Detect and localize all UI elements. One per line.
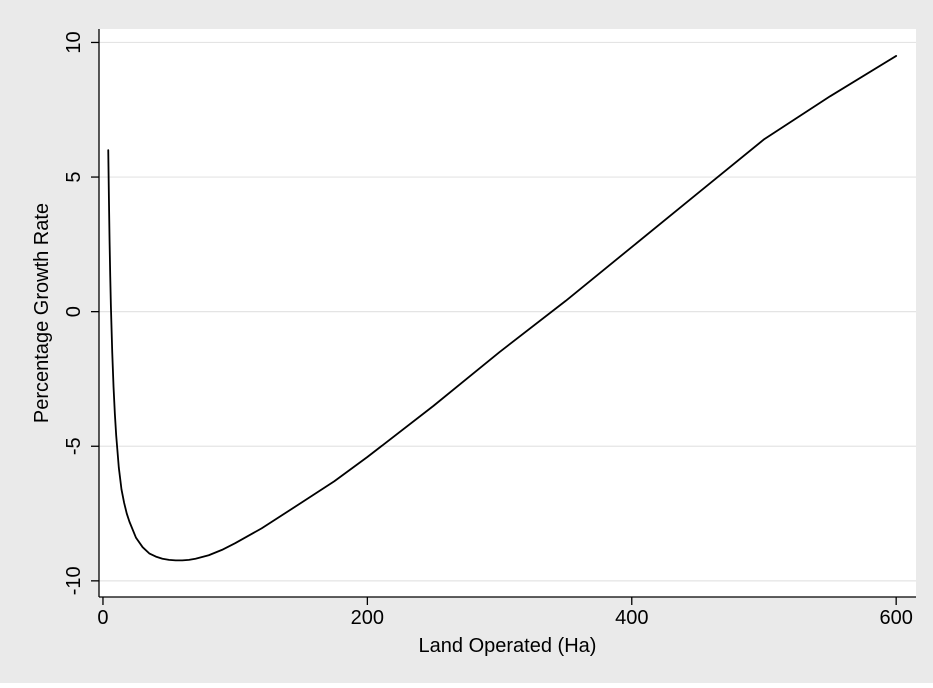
y-tick-label-0: -10 (63, 566, 85, 595)
gridlines (99, 41, 916, 582)
x-tick-label-2: 400 (615, 607, 648, 629)
y-tick-label-1: -5 (63, 437, 85, 455)
x-tick-label-3: 600 (879, 607, 912, 629)
y-tick-label-4: 10 (63, 31, 85, 53)
axes: -10 -5 0 5 10 0 200 400 600 (63, 29, 916, 629)
plot-area (99, 29, 916, 597)
x-axis-label: Land Operated (Ha) (419, 635, 597, 657)
x-tick-label-1: 200 (351, 607, 384, 629)
series-layer (107, 55, 898, 562)
y-axis-label: Percentage Growth Rate (31, 203, 53, 423)
y-tick-label-3: 5 (63, 171, 85, 182)
y-tick-label-2: 0 (63, 306, 85, 317)
series-line-0 (107, 55, 898, 562)
x-tick-label-0: 0 (97, 607, 108, 629)
